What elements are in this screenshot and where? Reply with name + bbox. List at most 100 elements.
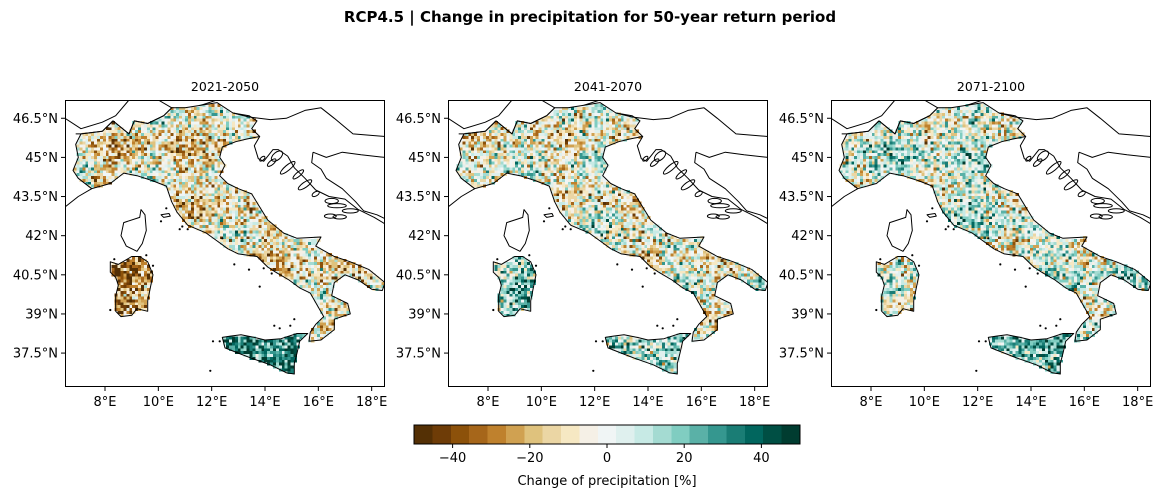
grid-cell <box>234 201 239 205</box>
grid-cell <box>474 152 478 156</box>
grid-cell <box>361 270 365 274</box>
grid-cell <box>697 253 701 257</box>
grid-cell <box>278 342 283 346</box>
grid-cell <box>524 161 528 165</box>
grid-cell <box>562 192 566 197</box>
grid-cell <box>264 244 268 248</box>
grid-cell <box>650 230 654 234</box>
grid-cell <box>661 247 666 251</box>
grid-cell <box>682 284 686 288</box>
grid-cell <box>620 195 625 200</box>
grid-cell <box>132 124 136 128</box>
grid-cell <box>606 227 610 231</box>
grid-cell <box>612 336 616 340</box>
grid-cell <box>273 258 277 263</box>
grid-cell <box>290 258 294 263</box>
grid-cell <box>229 233 233 237</box>
grid-cell <box>167 135 171 139</box>
grid-cell <box>229 204 233 208</box>
grid-cell <box>152 158 156 162</box>
grid-cell <box>694 273 698 277</box>
grid-cell <box>468 155 472 159</box>
grid-cell <box>123 155 127 159</box>
grid-cell <box>223 112 227 116</box>
grid-cell <box>161 144 165 148</box>
grid-cell <box>658 350 663 354</box>
grid-cell <box>573 169 578 174</box>
grid-cell <box>700 276 704 280</box>
small-island <box>178 228 181 231</box>
grid-cell <box>509 164 513 168</box>
grid-cell <box>509 270 513 274</box>
grid-cell <box>512 167 516 171</box>
grid-cell <box>670 253 674 257</box>
grid-cell <box>500 301 504 306</box>
grid-cell <box>559 161 563 165</box>
grid-cell <box>594 221 598 225</box>
grid-cell <box>576 175 581 179</box>
grid-cell <box>237 224 242 228</box>
grid-cell <box>705 299 710 303</box>
grid-cell <box>91 147 95 151</box>
grid-cell <box>597 195 601 200</box>
grid-cell <box>252 233 256 237</box>
grid-cell <box>220 132 224 136</box>
grid-cell <box>579 155 583 159</box>
grid-cell <box>664 235 669 240</box>
grid-cell <box>229 184 233 188</box>
grid-cell <box>246 207 250 211</box>
grid-cell <box>661 347 666 352</box>
grid-cell <box>226 109 230 113</box>
grid-cell <box>550 190 554 194</box>
grid-cell <box>252 210 256 214</box>
grid-cell <box>261 350 265 354</box>
grid-cell <box>296 279 300 283</box>
grid-cell <box>155 138 159 142</box>
grid-cell <box>273 339 277 343</box>
grid-cell <box>129 141 133 145</box>
grid-cell <box>562 213 566 217</box>
grid-cell <box>182 204 186 208</box>
grid-cell <box>176 121 180 125</box>
grid-cell <box>208 218 212 222</box>
grid-cell <box>647 224 651 228</box>
grid-cell <box>597 169 601 174</box>
grid-cell <box>143 304 148 309</box>
grid-cell <box>99 175 104 179</box>
grid-cell <box>559 169 563 174</box>
grid-cell <box>208 158 212 162</box>
grid-cell <box>526 301 531 306</box>
grid-cell <box>500 293 504 297</box>
grid-cell <box>521 258 525 263</box>
grid-cell <box>161 147 165 151</box>
grid-cell <box>518 164 522 168</box>
grid-cell <box>234 204 239 208</box>
grid-cell <box>223 207 227 211</box>
alpine-border <box>158 100 172 109</box>
grid-cell <box>588 164 592 168</box>
grid-cell <box>688 258 692 263</box>
grid-cell <box>632 213 636 217</box>
grid-cell <box>284 258 288 263</box>
grid-cell <box>102 152 107 156</box>
grid-cell <box>343 261 347 266</box>
grid-cell <box>349 261 353 266</box>
grid-cell <box>182 118 186 122</box>
grid-cell <box>255 218 259 222</box>
grid-cell <box>673 365 677 369</box>
grid-cell <box>626 238 630 243</box>
grid-cell <box>141 301 145 306</box>
grid-cell <box>173 141 177 145</box>
grid-cell <box>152 167 156 171</box>
grid-cell <box>229 339 233 343</box>
grid-cell <box>366 279 371 283</box>
grid-cell <box>708 330 713 334</box>
grid-cell <box>229 141 233 145</box>
grid-cell <box>170 144 174 148</box>
grid-cell <box>524 299 528 303</box>
grid-cell <box>650 227 654 231</box>
grid-cell <box>588 204 592 208</box>
grid-cell <box>205 106 209 111</box>
grid-cell <box>164 124 168 128</box>
grid-cell <box>738 276 742 280</box>
